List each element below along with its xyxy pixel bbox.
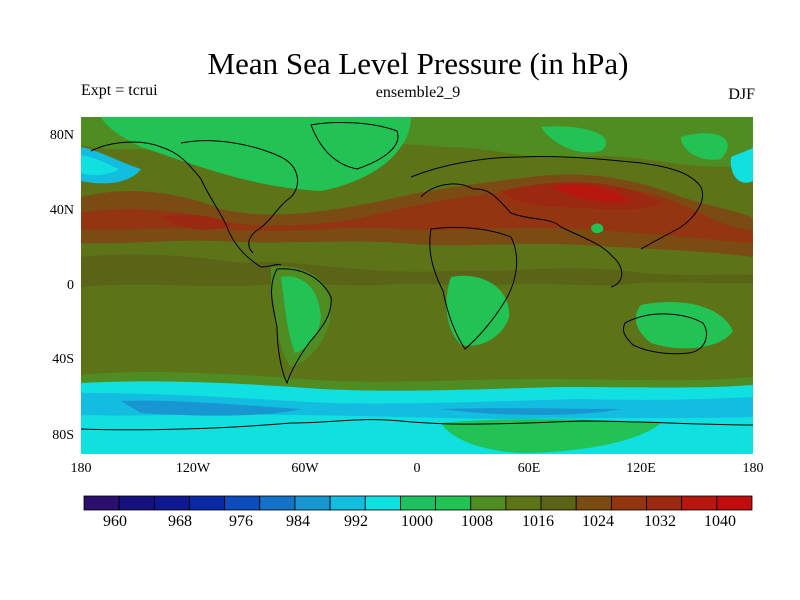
land-outline-icon bbox=[81, 122, 753, 431]
lat-tick-80n: 80N bbox=[49, 128, 74, 143]
colorbar-swatch bbox=[294, 495, 331, 511]
colorbar-swatch bbox=[681, 495, 718, 511]
colorbar-swatch bbox=[400, 495, 436, 511]
lat-tick-80s: 80S bbox=[52, 428, 74, 443]
colorbar-swatch bbox=[435, 495, 472, 511]
colorbar-label-1032: 1032 bbox=[644, 513, 676, 530]
colorbar-label-1000: 1000 bbox=[401, 513, 433, 530]
colorbar-swatch bbox=[329, 495, 366, 511]
colorbar-label-984: 984 bbox=[286, 513, 310, 530]
lat-tick-40s: 40S bbox=[52, 352, 74, 367]
colorbar-label-1024: 1024 bbox=[582, 513, 614, 530]
colorbar-swatch bbox=[364, 495, 401, 511]
colorbar-label-1008: 1008 bbox=[461, 513, 493, 530]
lon-tick-180w: 180 bbox=[70, 461, 92, 476]
colorbar-label-976: 976 bbox=[229, 513, 253, 530]
colorbar-swatch bbox=[118, 495, 155, 511]
season-label: DJF bbox=[728, 86, 755, 103]
lon-tick-60e: 60E bbox=[517, 461, 541, 476]
colorbar-label-1040: 1040 bbox=[704, 513, 736, 530]
colorbar-swatch bbox=[575, 495, 612, 511]
colorbar-swatch bbox=[505, 495, 542, 511]
colorbar-swatch bbox=[540, 495, 577, 511]
colorbar-label-992: 992 bbox=[344, 513, 368, 530]
colorbar-swatch bbox=[83, 495, 120, 511]
colorbar-label-1016: 1016 bbox=[522, 513, 554, 530]
lat-tick-40n: 40N bbox=[49, 203, 74, 218]
lon-tick-180e: 180 bbox=[742, 461, 764, 476]
lon-tick-120e: 120E bbox=[626, 461, 656, 476]
colorbar-swatch bbox=[716, 495, 753, 511]
pressure-contour-fills bbox=[81, 117, 753, 454]
colorbar-swatch bbox=[153, 495, 190, 511]
colorbar-swatch bbox=[470, 495, 507, 511]
lon-tick-120w: 120W bbox=[175, 461, 211, 476]
colorbar-swatch bbox=[259, 495, 296, 511]
lat-tick-0: 0 bbox=[67, 278, 74, 293]
lon-tick-60w: 60W bbox=[291, 461, 319, 476]
ensemble-label: ensemble2_9 bbox=[375, 84, 461, 101]
map-title: Mean Sea Level Pressure (in hPa) bbox=[207, 46, 629, 81]
colorbar-label-968: 968 bbox=[168, 513, 192, 530]
pressure-map bbox=[81, 117, 753, 454]
colorbar-swatch bbox=[189, 495, 226, 511]
experiment-label: Expt = tcrui bbox=[81, 82, 158, 99]
colorbar-swatch bbox=[610, 495, 647, 511]
colorbar-label-960: 960 bbox=[103, 513, 127, 530]
lon-tick-0: 0 bbox=[413, 461, 421, 476]
colorbar-swatch bbox=[224, 495, 261, 511]
colorbar-swatch bbox=[646, 495, 683, 511]
